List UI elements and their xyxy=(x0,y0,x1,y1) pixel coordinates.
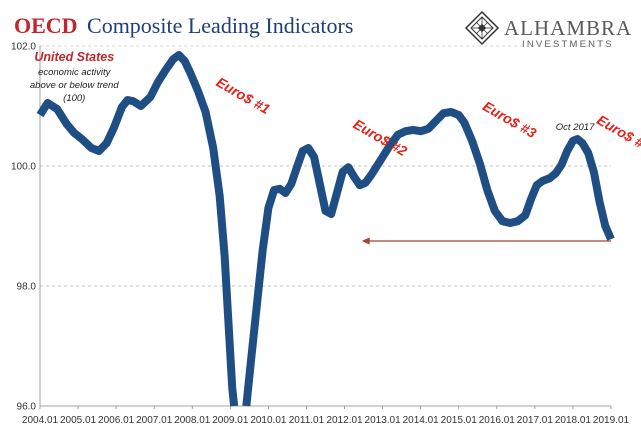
x-tick-label: 2010.01 xyxy=(250,415,287,426)
x-tick-label: 2015.01 xyxy=(441,415,478,426)
annotation-us-sub1: economic activity xyxy=(38,67,112,78)
x-tick-label: 2017.01 xyxy=(517,415,554,426)
x-tick-label: 2007.01 xyxy=(136,415,173,426)
y-tick-label: 102.0 xyxy=(11,42,36,53)
y-tick-label: 96.0 xyxy=(17,402,37,413)
x-tick-label: 2005.01 xyxy=(60,415,97,426)
y-tick-label: 98.0 xyxy=(17,282,37,293)
plot-grid xyxy=(40,165,611,287)
x-tick-label: 2011.01 xyxy=(289,415,325,426)
alhambra-logo: ALHAMBRA INVESTMENTS xyxy=(464,10,632,50)
x-tick-label: 2016.01 xyxy=(479,415,516,426)
arrow-head-icon xyxy=(361,237,370,245)
trend-arrow xyxy=(361,237,611,245)
x-tick-label: 2013.01 xyxy=(365,415,402,426)
x-tick-label: 2009.01 xyxy=(212,415,249,426)
annotation-euro4: Euro$ #4 xyxy=(594,112,641,156)
annotation-us-sub2: above or below trend xyxy=(30,80,119,91)
chart-title: OECD Composite Leading Indicators xyxy=(14,13,353,38)
plot-axes xyxy=(39,45,611,407)
title-rest: Composite Leading Indicators xyxy=(87,13,353,38)
x-tick-label: 2008.01 xyxy=(174,415,211,426)
series-line-segment-1 xyxy=(36,51,239,407)
annotation-euro1: Euro$ #1 xyxy=(214,74,273,118)
logo-name: ALHAMBRA xyxy=(504,16,632,40)
annotation-oct2017: Oct 2017 xyxy=(556,122,595,133)
y-tick-label: 100.0 xyxy=(11,162,36,173)
x-tick-label: 2006.01 xyxy=(98,415,135,426)
logo-subtitle: INVESTMENTS xyxy=(522,39,614,50)
annotation-us-sub3: (100) xyxy=(63,93,85,104)
x-tick-label: 2014.01 xyxy=(403,415,440,426)
title-emphasis: OECD xyxy=(14,13,78,38)
series-line-segment-2 xyxy=(242,108,615,407)
plot-series xyxy=(36,51,615,407)
diamond-logo-icon xyxy=(464,10,500,46)
x-tick-label: 2004.01 xyxy=(22,415,59,426)
annotation-us-title: United States xyxy=(34,50,114,64)
annotation-euro3: Euro$ #3 xyxy=(480,98,539,142)
x-tick-label: 2018.01 xyxy=(555,415,592,426)
x-tick-label: 2019.01 xyxy=(593,415,630,426)
x-tick-label: 2012.01 xyxy=(326,415,363,426)
